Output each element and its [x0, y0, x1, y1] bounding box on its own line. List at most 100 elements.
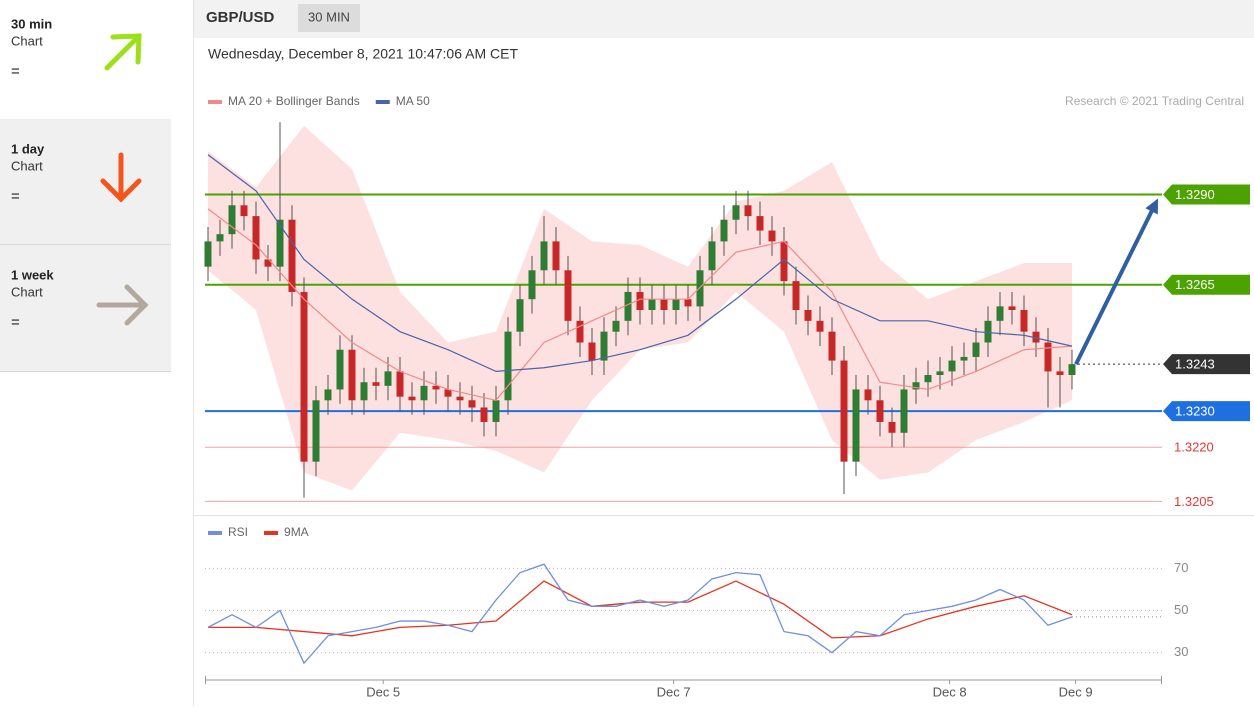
level-label: 1.3265 [1175, 277, 1215, 292]
candle-body [624, 291, 632, 321]
period-label: Chart [11, 33, 43, 48]
timeframe[interactable]: 30 MIN [308, 9, 350, 24]
arrow-down-icon [100, 152, 142, 203]
level-tag [1163, 184, 1250, 205]
x-tick-label: Dec 7 [657, 684, 691, 699]
level-tag [1163, 401, 1250, 422]
candle-body [732, 205, 740, 220]
candle-body [984, 320, 992, 343]
candle-body [336, 349, 344, 390]
candle-body [840, 360, 848, 462]
candle-body [636, 291, 644, 310]
signal: = [11, 188, 20, 205]
x-tick-label: Dec 9 [1059, 684, 1093, 699]
forecast-arrowhead [1145, 198, 1158, 215]
candle-body [252, 216, 260, 260]
date: Wednesday, December 8, 2021 10:47:06 AM … [208, 46, 518, 62]
y-tick-label: 30 [1174, 644, 1188, 659]
credit: Research © 2021 Trading Central [1065, 94, 1244, 108]
candle-body [492, 400, 500, 422]
candle-body [312, 400, 320, 462]
signal: = [11, 314, 20, 331]
forecast-arrow [1074, 204, 1157, 366]
candle-body [768, 230, 776, 242]
symbol: GBP/USD [206, 9, 275, 26]
candle-body [408, 396, 416, 401]
candle-body [780, 241, 788, 282]
candle-body [588, 342, 596, 361]
candle-body [744, 205, 752, 217]
candle-body [924, 375, 932, 383]
candle-body [216, 234, 224, 242]
candle-body [1020, 310, 1028, 332]
sidebar-panel[interactable] [0, 119, 171, 244]
x-tick-label: Dec 5 [366, 684, 400, 699]
period-label: Chart [11, 284, 43, 299]
candle-body [324, 389, 332, 401]
candle-body [576, 320, 584, 343]
candle-body [432, 385, 440, 390]
arrow-right-icon [96, 284, 149, 326]
candle-body [864, 389, 872, 401]
candle-body [552, 241, 560, 271]
candle-body [360, 382, 368, 401]
candle-body [504, 331, 512, 401]
candle-body [288, 219, 296, 292]
candle-body [888, 421, 896, 433]
legend-label: MA 20 + Bollinger Bands [228, 94, 360, 108]
level-label: 1.3290 [1175, 187, 1215, 202]
candle-body [828, 331, 836, 361]
candle-body [804, 310, 812, 321]
candle-body [372, 382, 380, 386]
candle-body [816, 320, 824, 332]
candle-body [948, 360, 956, 372]
candle-body [912, 382, 920, 390]
level-label: 1.3220 [1174, 440, 1214, 455]
x-tick-label: Dec 8 [933, 684, 967, 699]
candle-body [444, 389, 452, 397]
candle-body [264, 259, 272, 267]
candle-body [1068, 364, 1076, 375]
timeframe-button[interactable] [298, 4, 360, 32]
level-tag [1163, 274, 1250, 295]
candle-body [228, 205, 236, 235]
period: 1 day [11, 141, 45, 156]
sidebar-panel[interactable] [0, 0, 171, 119]
candle-body [396, 371, 404, 397]
candle-body [300, 291, 308, 462]
candle-body [1032, 331, 1040, 343]
candle-body [972, 342, 980, 357]
candle-body [204, 241, 212, 267]
candle-body [996, 306, 1004, 321]
level-label: 1.3230 [1175, 404, 1215, 419]
candle-body [684, 299, 692, 307]
candle-body [600, 331, 608, 361]
candle-body [456, 396, 464, 401]
legend-label: MA 50 [396, 94, 430, 108]
candle-body [852, 389, 860, 462]
candle-body [1008, 306, 1016, 310]
candle-body [900, 389, 908, 433]
header-bar [194, 0, 1254, 38]
candle-body [384, 371, 392, 386]
indicator-line [208, 580, 1073, 639]
ma-line [207, 154, 1073, 372]
candle-body [540, 241, 548, 271]
period: 30 min [11, 16, 52, 31]
signal: = [11, 63, 20, 80]
period: 1 week [11, 267, 54, 282]
candle-body [720, 219, 728, 242]
y-tick-label: 50 [1174, 602, 1188, 617]
y-tick-label: 70 [1174, 560, 1188, 575]
candle-body [756, 216, 764, 231]
candle-body [468, 400, 476, 408]
candle-body [240, 205, 248, 217]
plot: MA 20 + Bollinger Bands MA 50 1.3290 1.3265… [204, 94, 1250, 699]
candle-body [876, 400, 884, 422]
candle-body [420, 385, 428, 401]
candle-body [1056, 371, 1064, 375]
legend-label: RSI [228, 525, 248, 539]
candle-body [660, 299, 668, 310]
candle-body [936, 371, 944, 375]
